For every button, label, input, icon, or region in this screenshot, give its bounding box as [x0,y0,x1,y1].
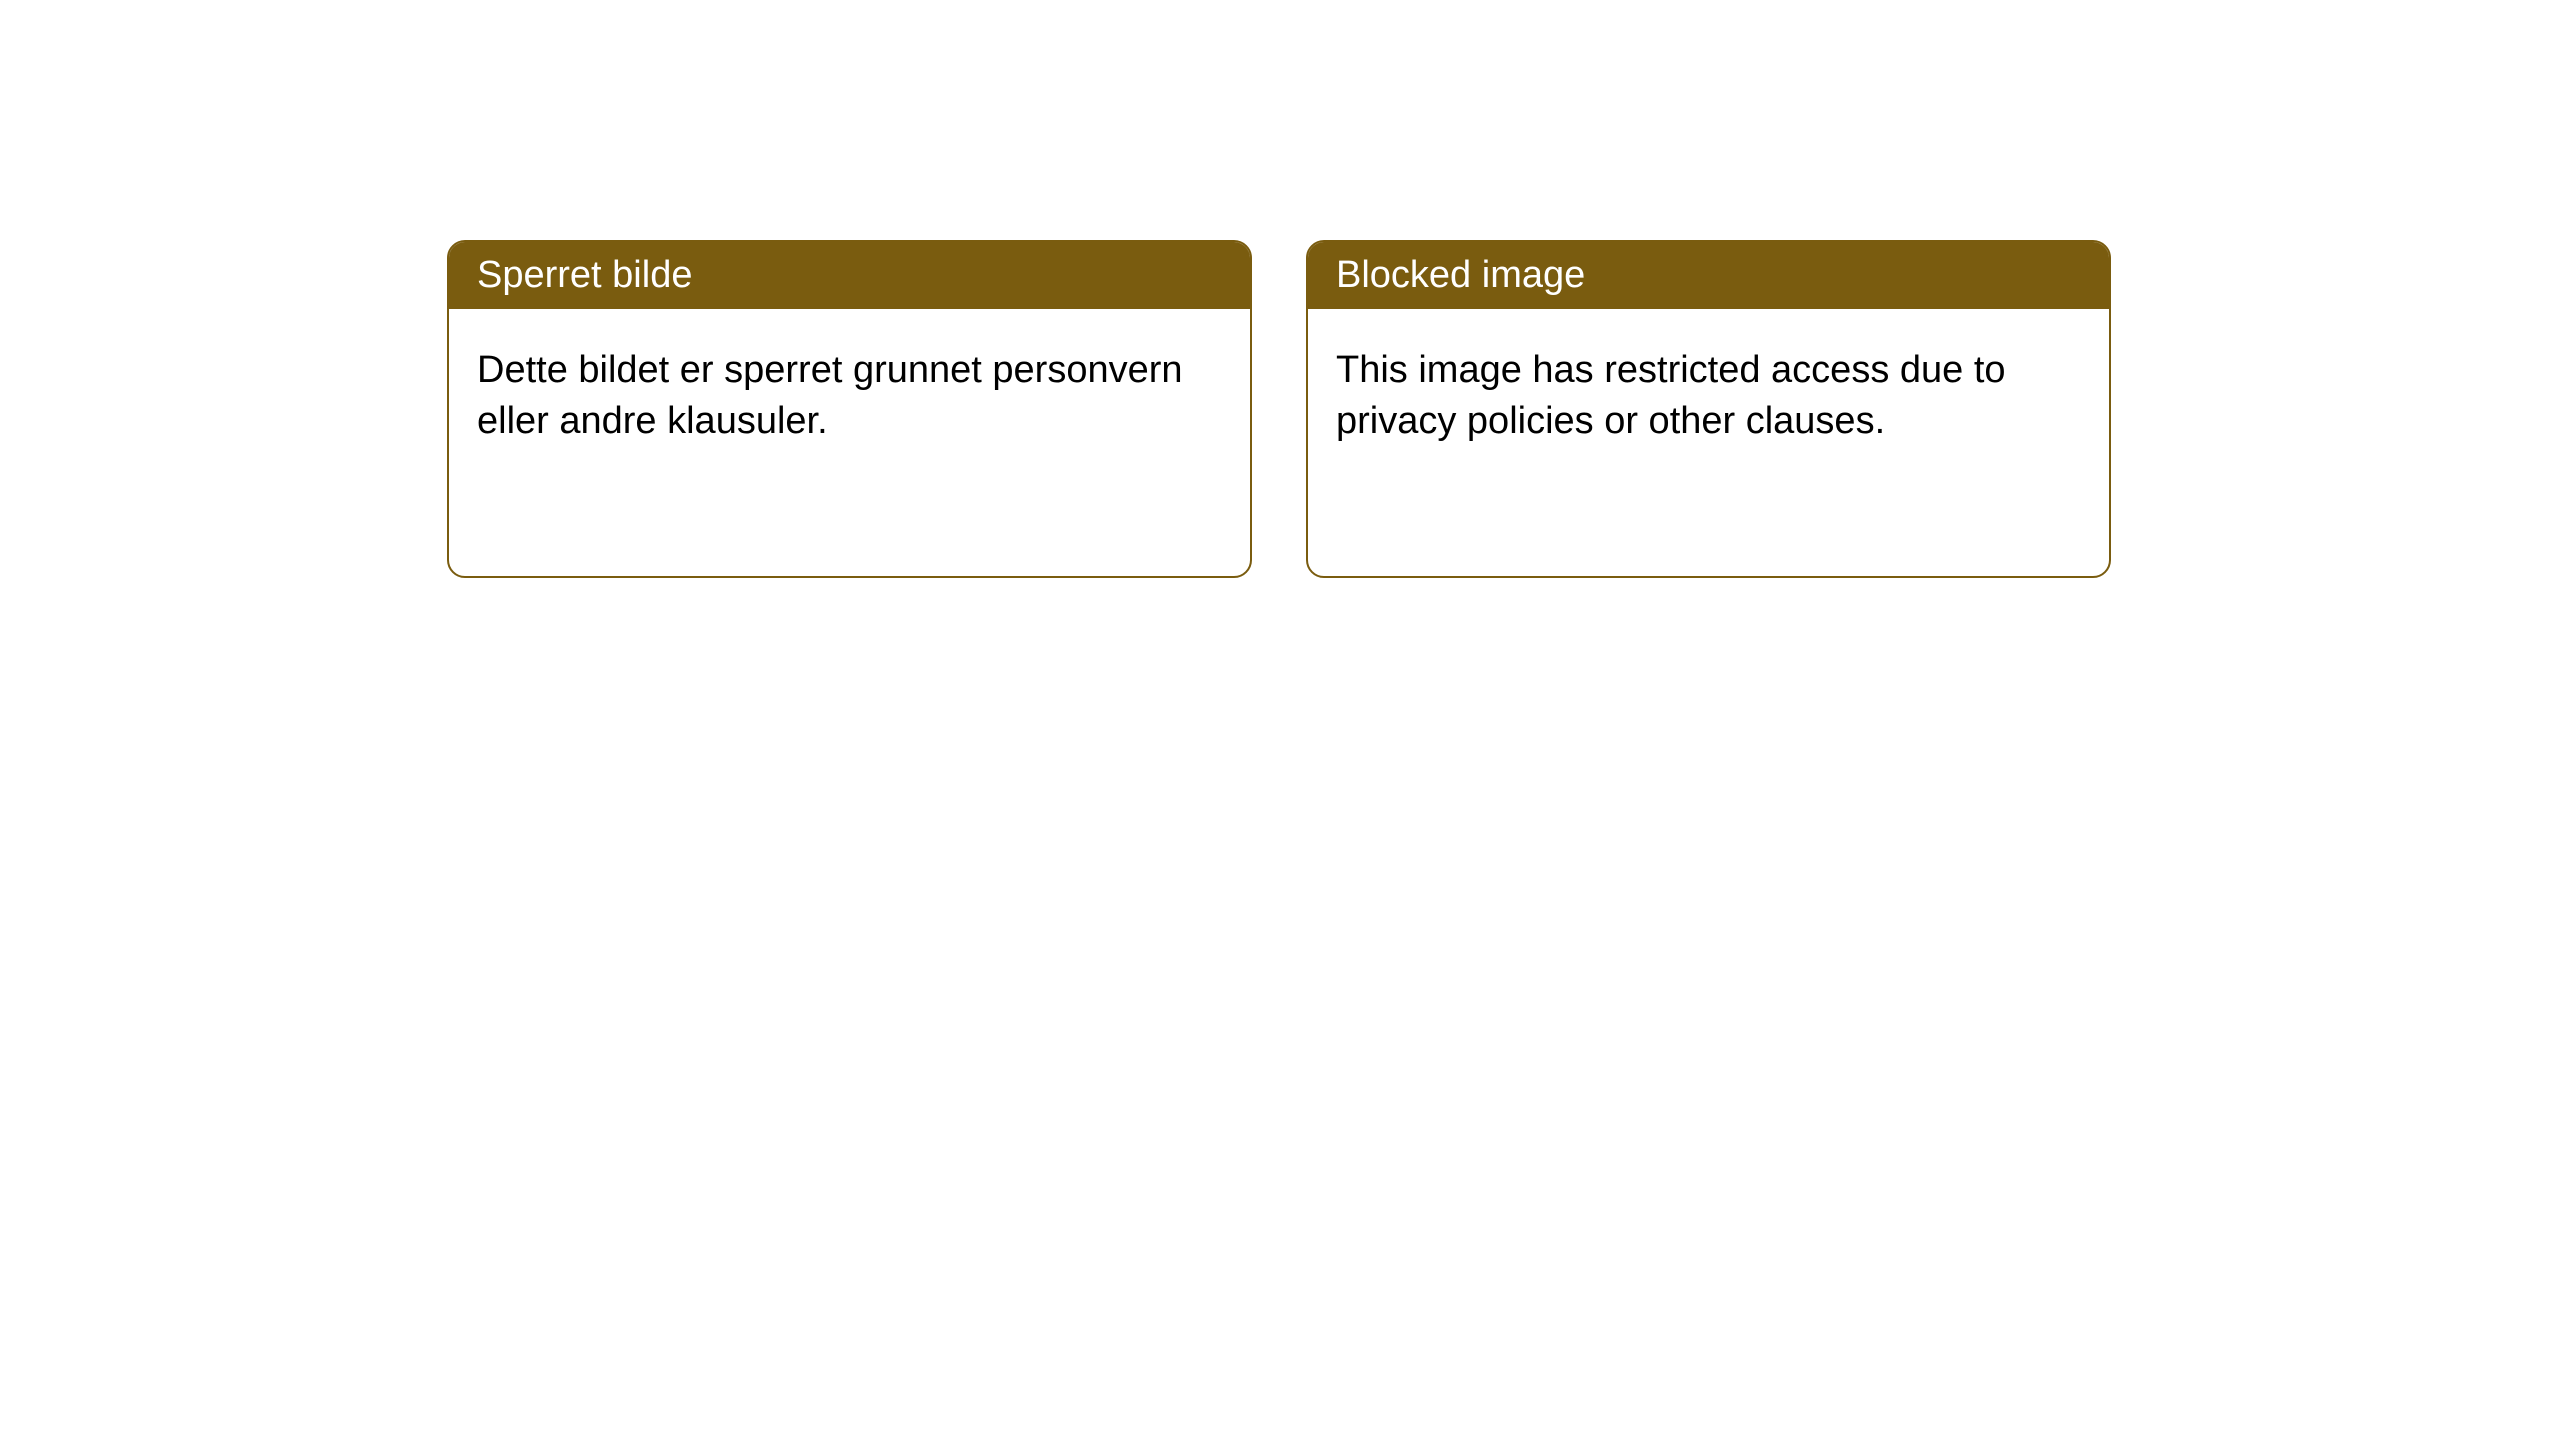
notice-card-english: Blocked image This image has restricted … [1306,240,2111,578]
card-title: Blocked image [1336,254,1585,296]
card-header: Sperret bilde [449,242,1250,309]
card-header: Blocked image [1308,242,2109,309]
card-title: Sperret bilde [477,254,692,296]
card-body: Dette bildet er sperret grunnet personve… [449,309,1250,484]
notice-card-norwegian: Sperret bilde Dette bildet er sperret gr… [447,240,1252,578]
card-body-text: This image has restricted access due to … [1336,349,2006,442]
notice-cards-container: Sperret bilde Dette bildet er sperret gr… [447,240,2111,578]
card-body-text: Dette bildet er sperret grunnet personve… [477,349,1183,442]
card-body: This image has restricted access due to … [1308,309,2109,484]
